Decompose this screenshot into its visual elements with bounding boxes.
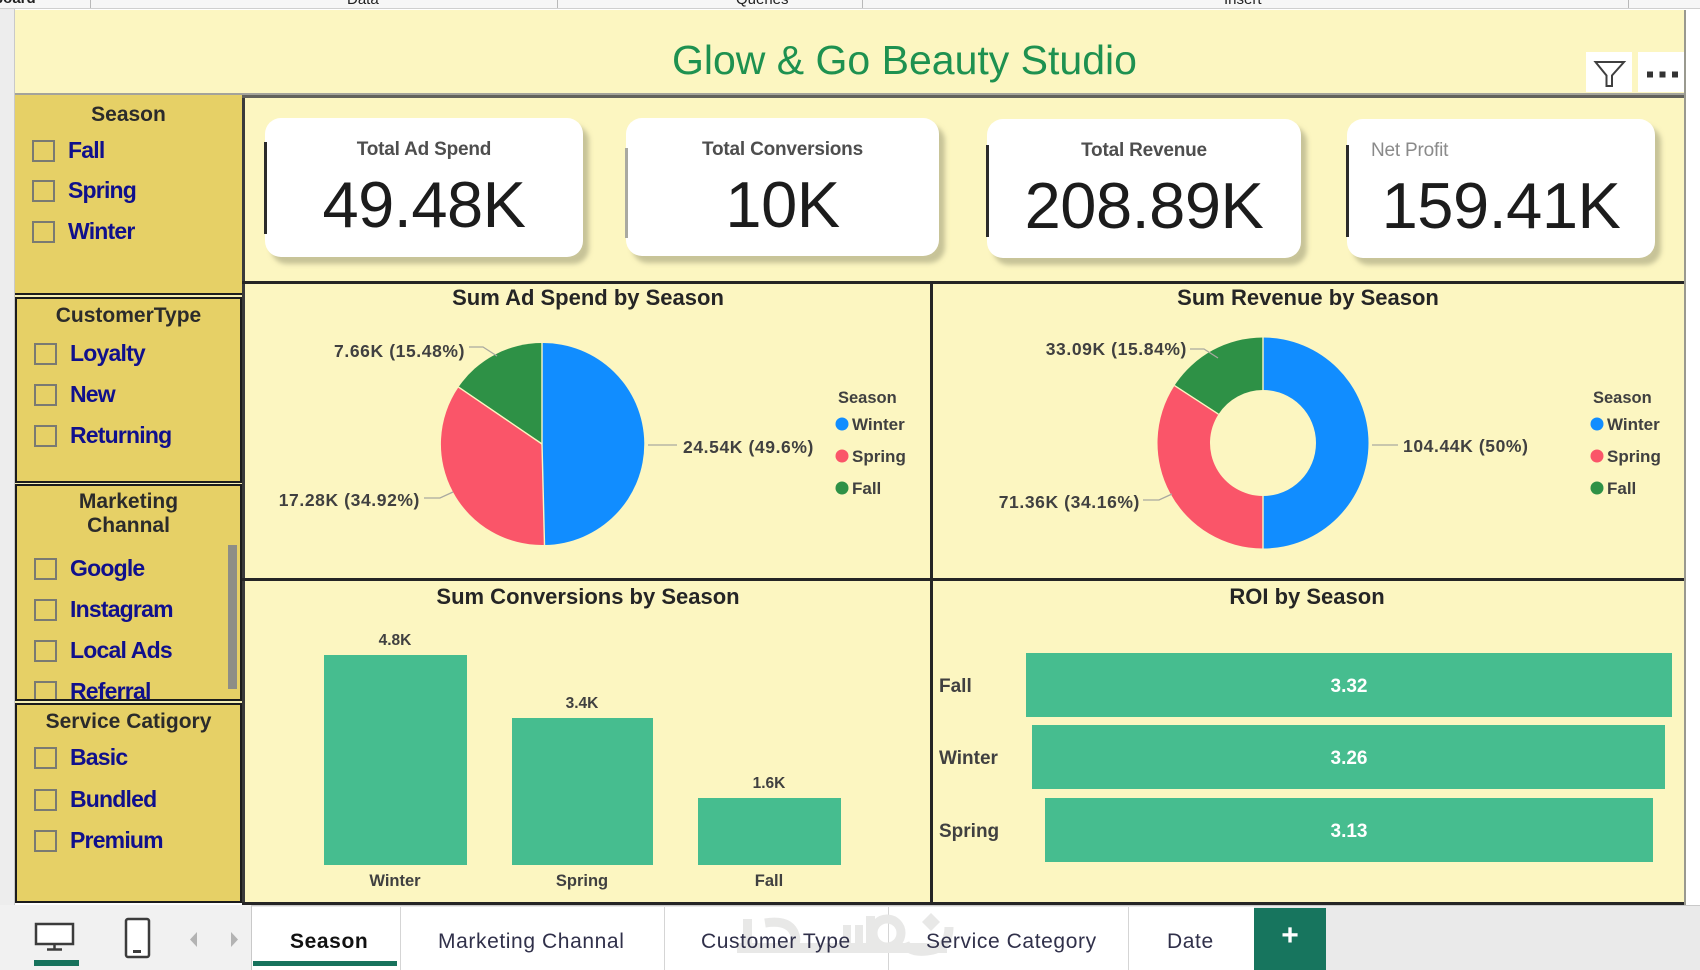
svg-text:Spring: Spring [556, 872, 608, 890]
svg-text:Season: Season [838, 389, 897, 407]
svg-text:4.8K: 4.8K [379, 632, 413, 649]
svg-text:Sum Conversions by Season: Sum Conversions by Season [436, 584, 739, 609]
svg-text:Winter: Winter [939, 748, 999, 769]
svg-text:Fall: Fall [1607, 479, 1636, 498]
svg-text:3.4K: 3.4K [566, 695, 600, 712]
svg-text:Winter: Winter [1607, 415, 1660, 434]
svg-text:104.44K (50%): 104.44K (50%) [1403, 436, 1529, 456]
svg-text:ROI by Season: ROI by Season [1229, 584, 1384, 609]
svg-text:Fall: Fall [939, 676, 972, 697]
svg-text:Winter: Winter [369, 872, 421, 890]
svg-text:1.6K: 1.6K [753, 775, 787, 792]
svg-text:71.36K (34.16%): 71.36K (34.16%) [999, 492, 1140, 512]
svg-text:33.09K (15.84%): 33.09K (15.84%) [1046, 339, 1187, 359]
svg-text:Season: Season [1593, 389, 1652, 407]
svg-text:7.66K (15.48%): 7.66K (15.48%) [334, 341, 465, 361]
svg-text:3.26: 3.26 [1331, 748, 1368, 769]
svg-text:Fall: Fall [755, 872, 783, 890]
svg-text:Sum Ad Spend by Season: Sum Ad Spend by Season [452, 285, 724, 310]
svg-text:Spring: Spring [852, 447, 906, 466]
svg-text:Spring: Spring [1607, 447, 1661, 466]
svg-text:Sum Revenue by Season: Sum Revenue by Season [1177, 285, 1439, 310]
svg-text:Winter: Winter [852, 415, 905, 434]
svg-text:17.28K (34.92%): 17.28K (34.92%) [279, 490, 420, 510]
svg-text:Fall: Fall [852, 479, 881, 498]
svg-text:Spring: Spring [939, 821, 999, 842]
svg-text:24.54K (49.6%): 24.54K (49.6%) [683, 437, 814, 457]
svg-text:3.32: 3.32 [1331, 676, 1368, 697]
svg-text:3.13: 3.13 [1331, 821, 1368, 842]
